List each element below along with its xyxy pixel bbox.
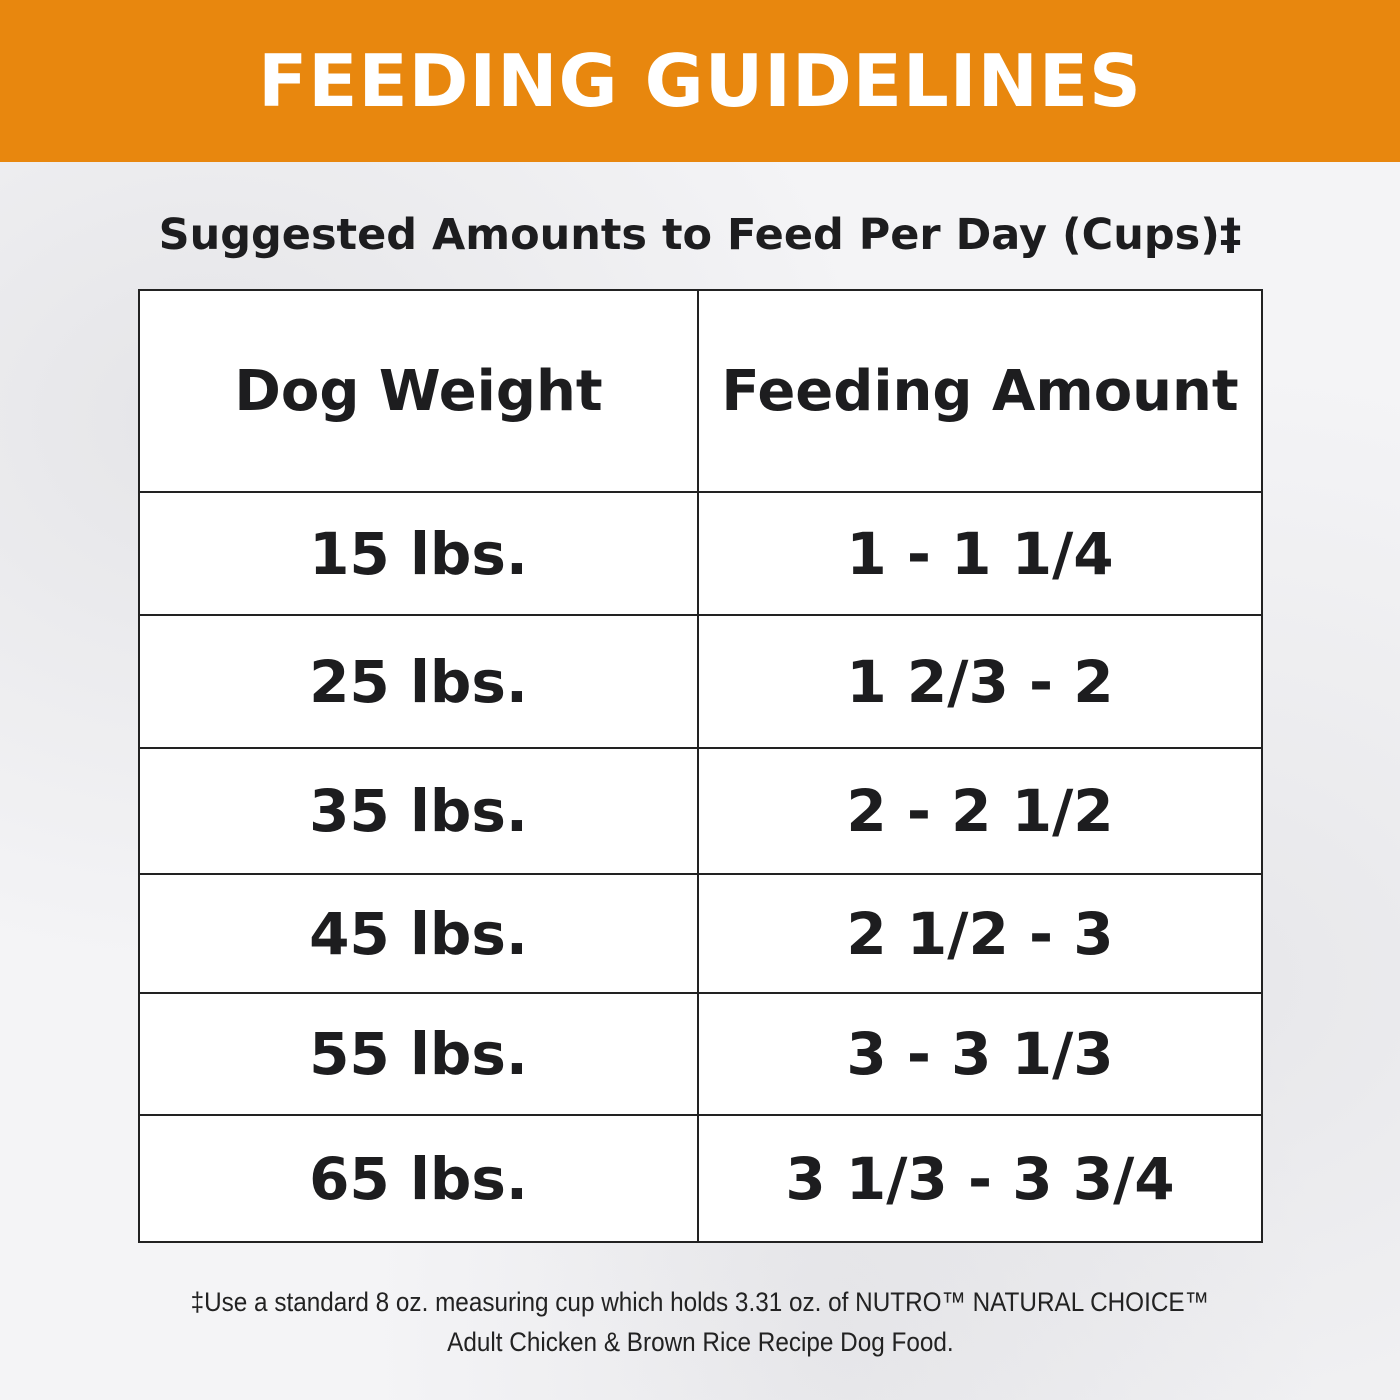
amount-cell: 1 2/3 - 2 (697, 614, 1263, 749)
header-feeding-amount: Feeding Amount (697, 289, 1263, 493)
amount-cell: 3 - 3 1/3 (697, 992, 1263, 1116)
amount-cell: 3 1/3 - 3 3/4 (697, 1114, 1263, 1243)
weight-cell: 35 lbs. (138, 747, 699, 875)
table-row: 55 lbs. 3 - 3 1/3 (138, 992, 1263, 1116)
table-subtitle: Suggested Amounts to Feed Per Day (Cups)… (158, 210, 1242, 260)
table-header-row: Dog Weight Feeding Amount (138, 289, 1263, 493)
weight-cell: 15 lbs. (138, 491, 699, 616)
amount-cell: 2 1/2 - 3 (697, 873, 1263, 994)
footnote-line-1: ‡Use a standard 8 oz. measuring cup whic… (190, 1287, 1210, 1317)
feeding-table: Dog Weight Feeding Amount 15 lbs. 1 - 1 … (138, 289, 1263, 1243)
weight-cell: 55 lbs. (138, 992, 699, 1116)
table-row: 15 lbs. 1 - 1 1/4 (138, 491, 1263, 616)
title-banner: FEEDING GUIDELINES (0, 0, 1400, 162)
weight-cell: 65 lbs. (138, 1114, 699, 1243)
weight-cell: 25 lbs. (138, 614, 699, 749)
header-dog-weight: Dog Weight (138, 289, 699, 493)
weight-cell: 45 lbs. (138, 873, 699, 994)
table-row: 25 lbs. 1 2/3 - 2 (138, 614, 1263, 749)
table-row: 45 lbs. 2 1/2 - 3 (138, 873, 1263, 994)
footnote-line-2: Adult Chicken & Brown Rice Recipe Dog Fo… (446, 1327, 954, 1357)
amount-cell: 1 - 1 1/4 (697, 491, 1263, 616)
table-row: 35 lbs. 2 - 2 1/2 (138, 747, 1263, 875)
page-title: FEEDING GUIDELINES (258, 39, 1142, 123)
amount-cell: 2 - 2 1/2 (697, 747, 1263, 875)
table-row: 65 lbs. 3 1/3 - 3 3/4 (138, 1114, 1263, 1243)
footnote: ‡Use a standard 8 oz. measuring cup whic… (0, 1282, 1400, 1362)
